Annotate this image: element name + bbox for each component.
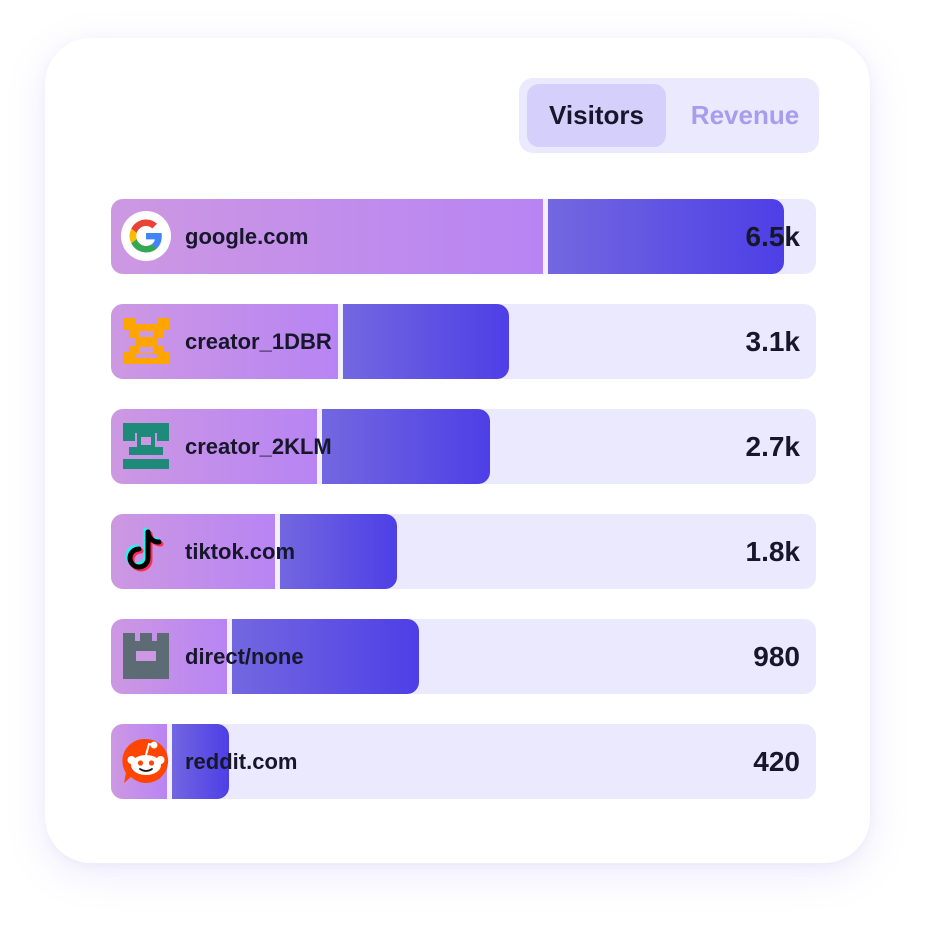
source-label: creator_1DBR xyxy=(185,329,332,354)
bar-segment-right xyxy=(340,304,509,379)
source-row-google[interactable]: google.com 6.5k xyxy=(111,199,816,274)
visitor-count: 3.1k xyxy=(745,326,801,357)
source-label: direct/none xyxy=(185,644,304,669)
source-label: tiktok.com xyxy=(185,539,296,564)
bar-divider xyxy=(275,514,280,589)
bar-divider xyxy=(338,304,343,379)
source-label: creator_2KLM xyxy=(185,434,332,459)
visitor-count: 980 xyxy=(753,641,800,672)
source-row-reddit[interactable]: reddit.com 420 xyxy=(111,724,816,799)
bar-divider xyxy=(317,409,322,484)
visitor-count: 6.5k xyxy=(745,221,801,252)
visitor-count: 2.7k xyxy=(745,431,801,462)
source-row-creator-2klm[interactable]: creator_2KLM 2.7k xyxy=(111,409,816,484)
visitor-count: 1.8k xyxy=(745,536,801,567)
revenue-tab[interactable]: Revenue xyxy=(690,100,800,130)
bar-segment-right xyxy=(545,199,784,274)
source-label: google.com xyxy=(185,224,309,249)
source-row-creator-1dbr[interactable]: creator_1DBR 3.1k xyxy=(111,304,816,379)
visitors-tab[interactable]: Visitors xyxy=(527,84,666,147)
creator-1dbr-icon xyxy=(121,316,171,366)
tiktok-icon xyxy=(121,526,171,576)
metric-toggle: Visitors Revenue xyxy=(519,78,819,153)
bar-segment-right xyxy=(319,409,490,484)
bar-divider xyxy=(167,724,172,799)
direct-none-icon xyxy=(121,631,171,681)
source-label: reddit.com xyxy=(185,749,298,774)
bar-segment-left xyxy=(111,199,545,274)
reddit-icon xyxy=(121,736,171,786)
visitor-count: 420 xyxy=(753,746,800,777)
bar-divider xyxy=(543,199,548,274)
bar-segment-right xyxy=(169,724,229,799)
creator-2klm-icon xyxy=(121,421,171,471)
source-row-tiktok[interactable]: tiktok.com 1.8k xyxy=(111,514,816,589)
google-icon xyxy=(121,211,171,261)
bar-segment-right xyxy=(229,619,419,694)
source-row-direct-none[interactable]: direct/none 980 xyxy=(111,619,816,694)
bar-segment-right xyxy=(277,514,397,589)
bar-divider xyxy=(227,619,232,694)
